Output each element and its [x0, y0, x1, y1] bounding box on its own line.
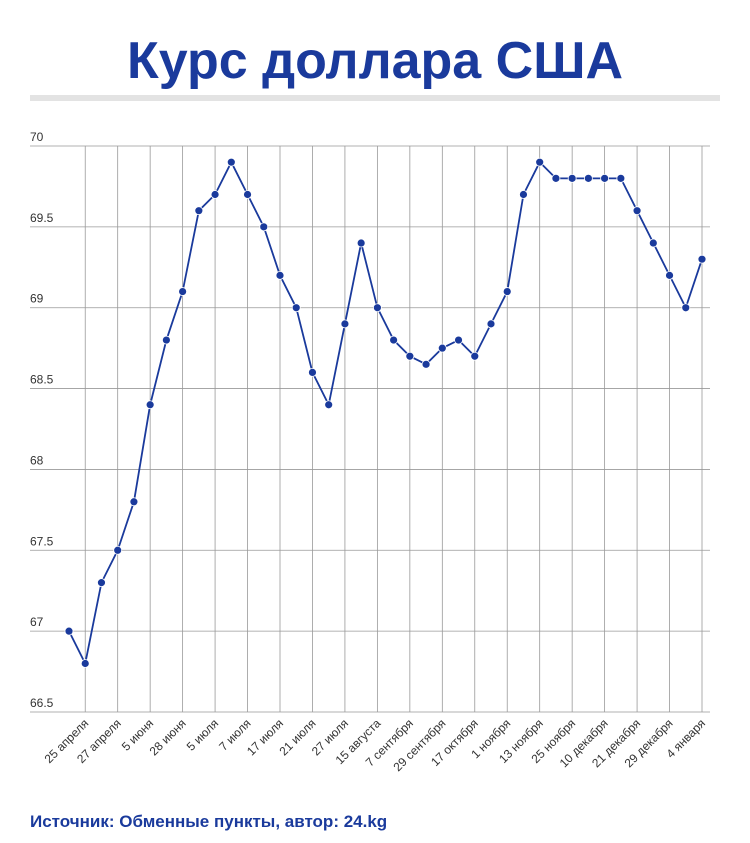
point [161, 335, 171, 345]
title-rule [30, 95, 720, 101]
point [291, 303, 301, 313]
point [356, 238, 366, 248]
point [226, 157, 236, 167]
y-tick-label: 70 [30, 130, 44, 144]
point [405, 351, 415, 361]
point [129, 497, 139, 507]
point [486, 319, 496, 329]
y-tick-label: 69 [30, 292, 44, 306]
y-tick-label: 66.5 [30, 696, 54, 710]
point [275, 270, 285, 280]
point [616, 173, 626, 183]
point [340, 319, 350, 329]
point [502, 287, 512, 296]
y-tick-label: 68 [30, 453, 44, 467]
point [665, 270, 674, 280]
point [372, 303, 382, 313]
point [600, 173, 610, 183]
y-tick-label: 67 [30, 615, 44, 629]
point [389, 335, 399, 345]
point [519, 190, 528, 199]
point [697, 254, 707, 264]
point [470, 351, 480, 361]
y-tick-label: 67.5 [30, 534, 54, 548]
point [681, 303, 691, 313]
x-tick-label: 5 июля [184, 716, 221, 753]
point [567, 173, 577, 183]
point [259, 222, 269, 232]
point [632, 206, 642, 216]
point [583, 173, 593, 183]
point [454, 335, 463, 345]
point [145, 400, 155, 410]
point [243, 190, 252, 199]
line [68, 160, 703, 667]
y-tick-label: 69.5 [30, 211, 54, 225]
point [437, 343, 447, 353]
point [324, 400, 334, 410]
x-tick-label: 28 июня [147, 716, 189, 758]
point [80, 659, 90, 668]
point [194, 206, 204, 216]
point [421, 359, 431, 369]
point [535, 157, 545, 167]
chart-title: Курс доллара США [127, 32, 623, 90]
point [210, 190, 220, 199]
point [308, 367, 317, 377]
point [64, 626, 74, 636]
point [648, 238, 658, 248]
source: Источник: Обменные пункты, автор: 24.kg [30, 812, 387, 831]
point [97, 578, 106, 588]
y-tick-label: 68.5 [30, 373, 54, 387]
point [113, 545, 123, 555]
point [551, 173, 561, 183]
point [178, 287, 188, 296]
